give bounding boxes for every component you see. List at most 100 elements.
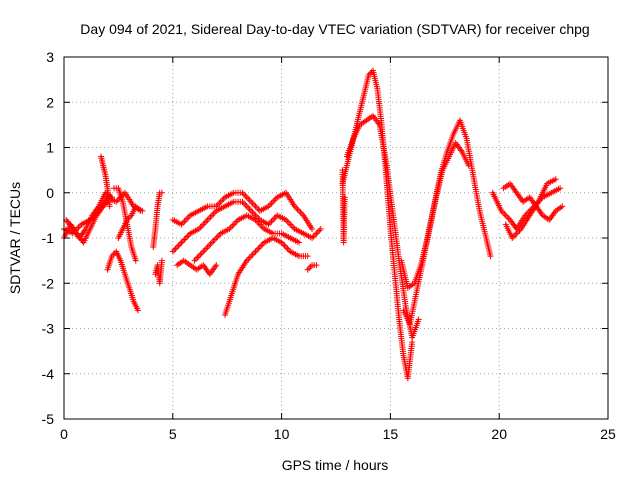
data-point xyxy=(177,241,184,248)
data-point xyxy=(246,254,253,261)
data-point xyxy=(268,200,275,207)
y-tick-label: -5 xyxy=(42,411,55,427)
x-tick-label: 10 xyxy=(274,426,290,442)
data-point xyxy=(203,218,210,225)
data-point xyxy=(208,212,215,219)
x-tick-label: 15 xyxy=(383,426,399,442)
data-point xyxy=(204,244,211,251)
data-point xyxy=(210,238,217,245)
data-point xyxy=(184,233,191,240)
data-point xyxy=(195,253,202,260)
x-tick-label: 20 xyxy=(491,426,507,442)
data-point xyxy=(251,201,258,208)
x-tick-label: 25 xyxy=(600,426,616,442)
data-point xyxy=(207,241,214,248)
data-point xyxy=(210,210,217,217)
data-point xyxy=(169,248,176,255)
data-point xyxy=(134,307,141,314)
data-point xyxy=(266,219,273,226)
data-point xyxy=(304,266,311,273)
data-point xyxy=(182,235,189,241)
data-point xyxy=(501,210,508,217)
data-point xyxy=(171,247,178,254)
y-tick-label: 0 xyxy=(46,185,54,201)
data-points xyxy=(61,67,566,382)
data-point xyxy=(248,207,255,214)
data-point xyxy=(181,236,188,243)
data-point xyxy=(184,215,191,222)
data-point xyxy=(258,242,265,249)
data-point xyxy=(552,176,559,183)
y-tick-label: 1 xyxy=(46,140,54,156)
data-point xyxy=(339,167,346,174)
data-point xyxy=(297,209,304,216)
data-point xyxy=(245,204,252,211)
data-point xyxy=(207,213,214,220)
data-point xyxy=(512,231,519,238)
data-point xyxy=(309,225,316,232)
data-point xyxy=(557,185,564,192)
data-point xyxy=(201,219,208,226)
data-point xyxy=(314,228,321,235)
x-tick-label: 0 xyxy=(60,426,68,442)
data-point xyxy=(174,244,181,251)
data-point xyxy=(200,248,207,255)
data-point xyxy=(313,230,320,237)
data-point xyxy=(193,256,200,263)
data-point xyxy=(208,239,215,246)
data-point xyxy=(182,216,189,223)
data-point xyxy=(200,221,207,228)
data-point xyxy=(243,203,250,210)
data-point xyxy=(269,198,276,205)
data-point xyxy=(502,212,509,219)
data-point xyxy=(229,222,236,229)
data-point xyxy=(310,233,317,240)
data-point xyxy=(106,203,113,210)
y-tick-label: -2 xyxy=(42,275,55,291)
y-tick-label: -1 xyxy=(42,230,55,246)
data-point xyxy=(313,262,320,269)
data-point xyxy=(240,191,247,198)
data-point xyxy=(246,197,253,204)
data-point xyxy=(230,221,237,228)
axis-ticks xyxy=(63,56,609,420)
data-point xyxy=(271,197,278,204)
data-point xyxy=(504,213,511,220)
x-tick-labels: 0 5 10 15 20 25 xyxy=(60,426,616,442)
data-point xyxy=(317,225,324,232)
data-point xyxy=(281,242,288,249)
data-point xyxy=(304,253,311,260)
data-point xyxy=(232,219,239,226)
data-point xyxy=(194,254,201,261)
data-point xyxy=(287,221,294,228)
data-point xyxy=(282,244,289,251)
data-point xyxy=(158,257,165,264)
data-point xyxy=(255,245,262,252)
data-point xyxy=(487,253,494,260)
data-point xyxy=(204,216,211,223)
data-point xyxy=(284,245,291,252)
data-point xyxy=(201,247,208,254)
data-point xyxy=(285,219,292,226)
data-point xyxy=(175,242,182,249)
data-point xyxy=(316,227,323,234)
data-point xyxy=(415,316,422,323)
data-point xyxy=(240,200,247,207)
data-point xyxy=(178,239,185,246)
y-tick-label: -4 xyxy=(42,366,55,382)
data-point xyxy=(172,245,179,252)
data-point xyxy=(465,162,472,169)
y-axis-label: SDTVAR / TECUs xyxy=(7,182,23,294)
data-point xyxy=(248,198,255,205)
data-point xyxy=(296,207,303,214)
data-point xyxy=(219,197,226,204)
data-point xyxy=(243,194,250,201)
chart-title: Day 094 of 2021, Sidereal Day-to-day VTE… xyxy=(80,21,589,37)
data-point xyxy=(559,203,566,210)
data-point xyxy=(248,253,255,260)
data-point xyxy=(206,242,213,249)
data-point xyxy=(211,236,218,243)
data-point xyxy=(249,251,256,258)
data-point xyxy=(132,257,139,264)
